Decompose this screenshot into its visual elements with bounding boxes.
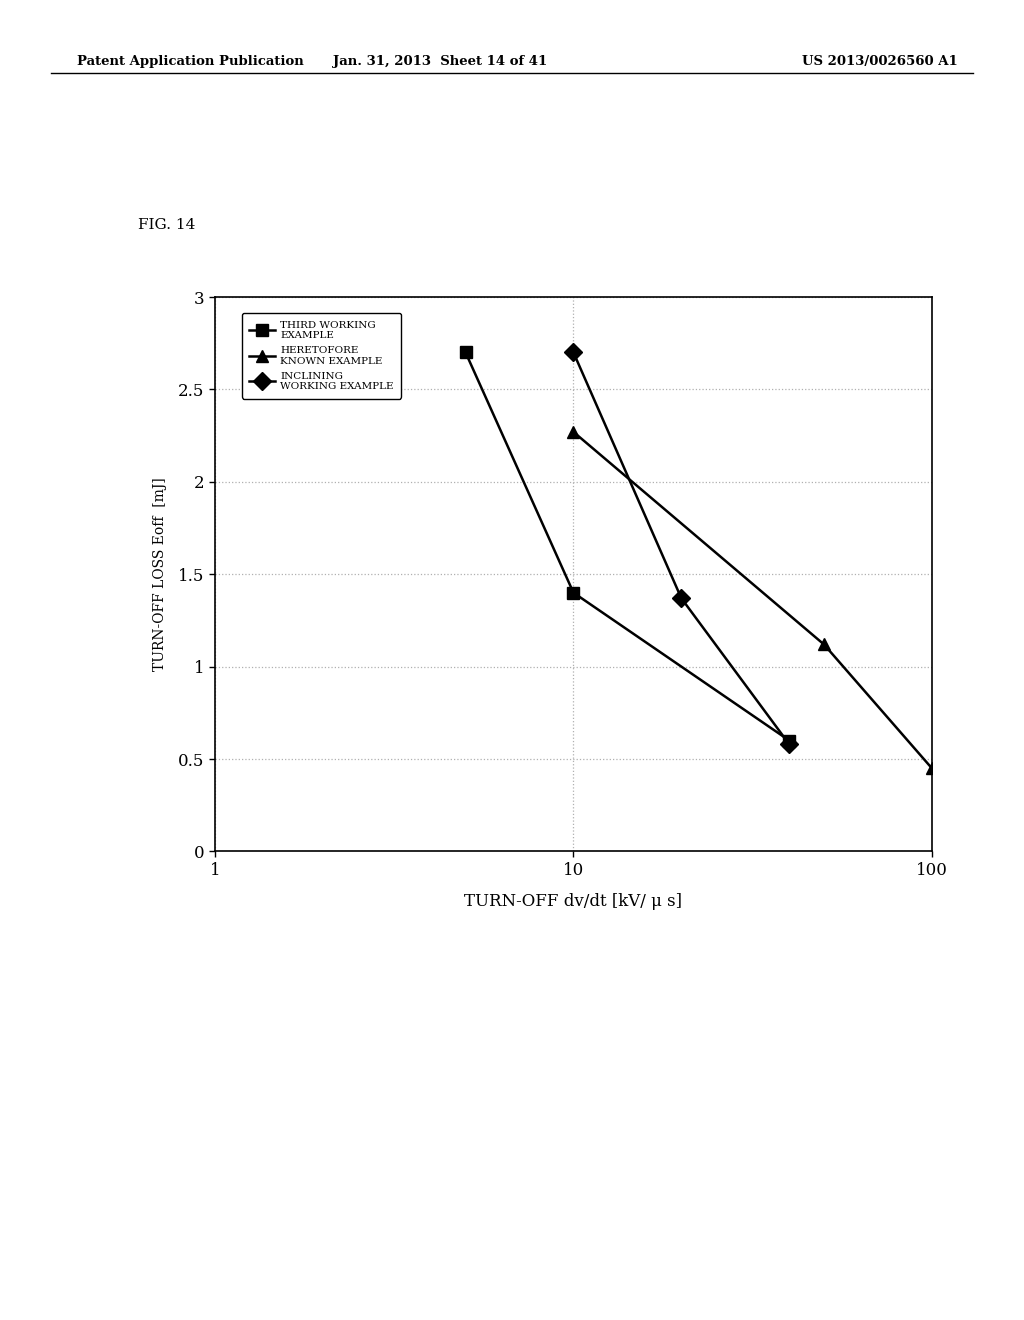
HERETOFORE
KNOWN EXAMPLE bbox=[818, 636, 830, 652]
Y-axis label: TURN-OFF LOSS Eoff  [mJ]: TURN-OFF LOSS Eoff [mJ] bbox=[154, 478, 167, 671]
INCLINING
WORKING EXAMPLE bbox=[783, 737, 796, 752]
Line: HERETOFORE
KNOWN EXAMPLE: HERETOFORE KNOWN EXAMPLE bbox=[567, 425, 938, 775]
Line: INCLINING
WORKING EXAMPLE: INCLINING WORKING EXAMPLE bbox=[567, 346, 796, 751]
Text: Patent Application Publication: Patent Application Publication bbox=[77, 55, 303, 69]
X-axis label: TURN-OFF dv/dt [kV/ μ s]: TURN-OFF dv/dt [kV/ μ s] bbox=[465, 892, 682, 909]
Text: Jan. 31, 2013  Sheet 14 of 41: Jan. 31, 2013 Sheet 14 of 41 bbox=[333, 55, 548, 69]
Legend: THIRD WORKING
EXAMPLE, HERETOFORE
KNOWN EXAMPLE, INCLINING
WORKING EXAMPLE: THIRD WORKING EXAMPLE, HERETOFORE KNOWN … bbox=[242, 313, 401, 399]
Text: FIG. 14: FIG. 14 bbox=[138, 218, 196, 232]
Text: US 2013/0026560 A1: US 2013/0026560 A1 bbox=[802, 55, 957, 69]
INCLINING
WORKING EXAMPLE bbox=[675, 590, 687, 606]
Line: THIRD WORKING
EXAMPLE: THIRD WORKING EXAMPLE bbox=[460, 346, 796, 747]
THIRD WORKING
EXAMPLE bbox=[567, 585, 580, 601]
INCLINING
WORKING EXAMPLE bbox=[567, 345, 580, 360]
HERETOFORE
KNOWN EXAMPLE bbox=[926, 760, 938, 776]
THIRD WORKING
EXAMPLE bbox=[460, 345, 472, 360]
HERETOFORE
KNOWN EXAMPLE bbox=[567, 424, 580, 440]
THIRD WORKING
EXAMPLE bbox=[783, 733, 796, 748]
